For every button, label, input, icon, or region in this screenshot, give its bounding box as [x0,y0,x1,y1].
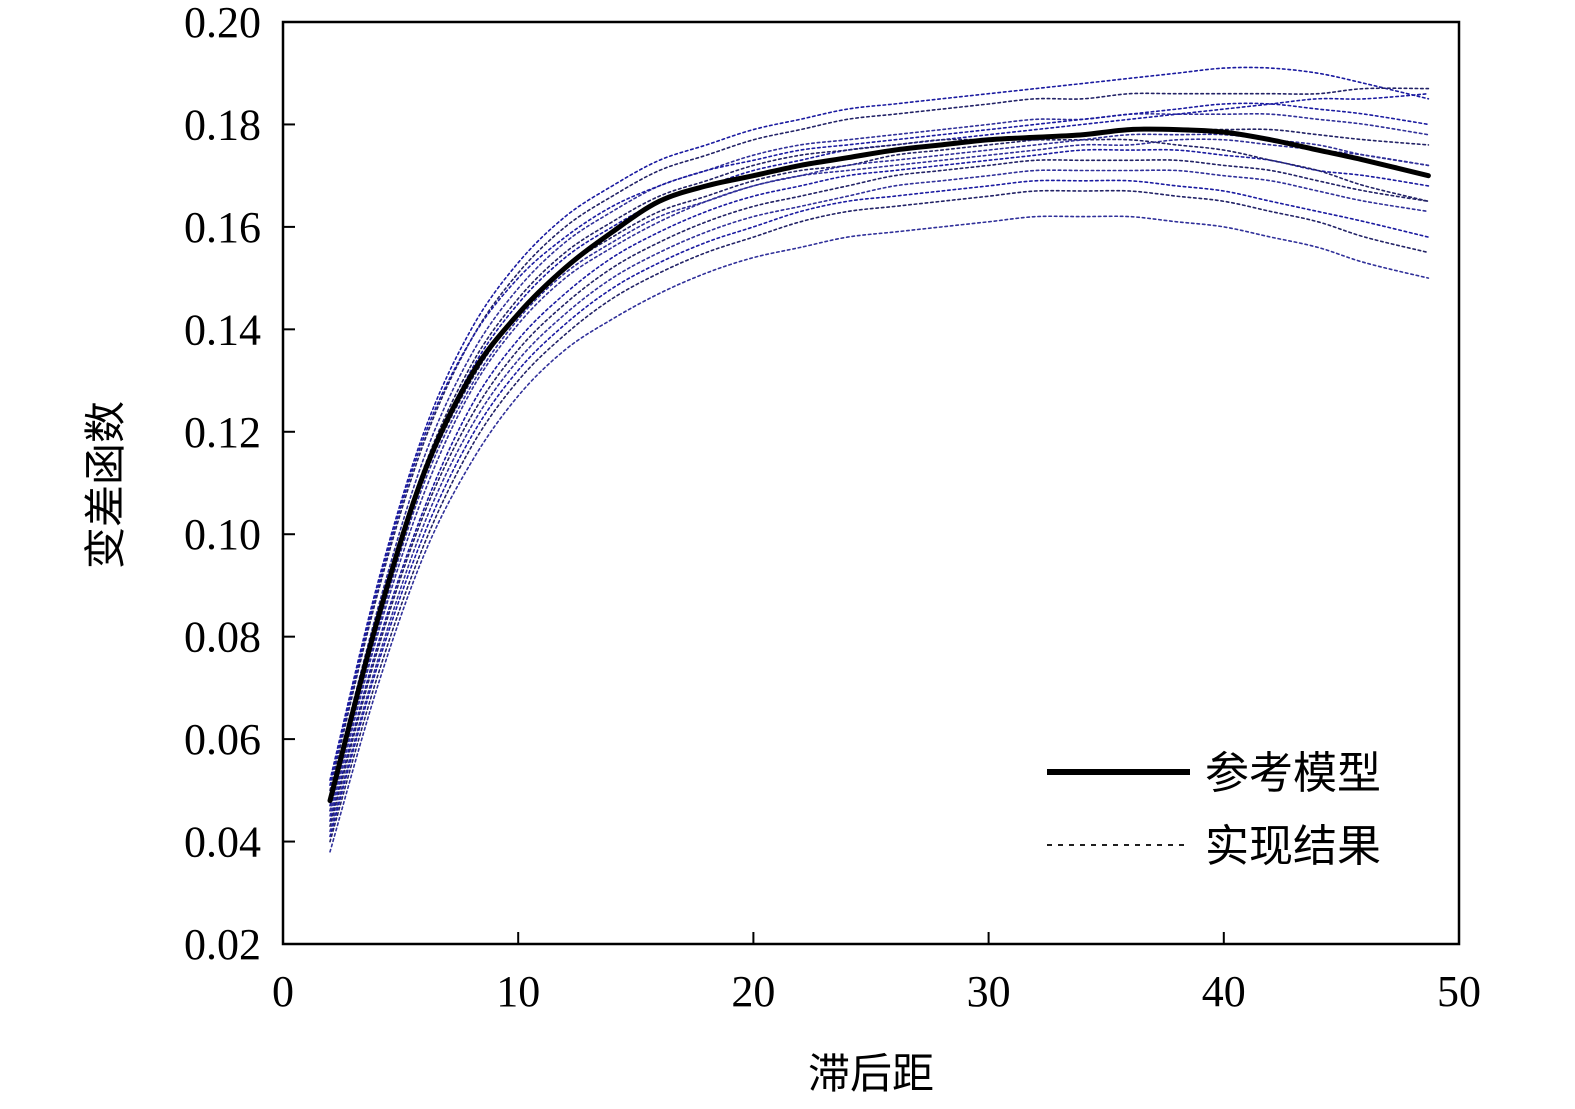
realization-line [329,102,1430,786]
x-tick-label: 50 [1437,967,1481,1016]
y-tick-label: 0.06 [184,715,261,764]
realization-line [329,113,1430,797]
reference-model-line [327,126,1431,804]
realization-line [329,215,1430,853]
realization-line [329,138,1430,817]
realization-line [329,128,1430,812]
realization-line [329,148,1430,822]
y-tick-label: 0.20 [184,0,261,47]
realization-line [329,189,1430,843]
realization-line [329,179,1430,838]
realization-line [329,133,1430,812]
x-axis-title: 滞后距 [808,1049,934,1098]
x-axis-ticks: 0 10 20 30 40 50 [272,932,1481,1016]
realization-line [329,66,1430,781]
y-axis-ticks: 0.02 0.04 0.06 0.08 0.10 0.12 0.14 0.16 0.18 0.20 [184,0,295,969]
y-tick-label: 0.04 [184,818,261,867]
x-tick-label: 40 [1202,967,1246,1016]
y-tick-label: 0.14 [184,305,261,354]
legend-realization-label: 实现结果 [1205,821,1381,872]
y-tick-label: 0.18 [184,100,261,149]
realization-line [329,169,1430,833]
y-tick-label: 0.02 [184,920,261,969]
legend: 参考模型 实现结果 [1047,748,1381,872]
realization-line [329,87,1430,792]
realization-line [329,138,1430,802]
x-tick-label: 30 [967,967,1011,1016]
realization-line [329,92,1430,807]
x-tick-label: 20 [731,967,775,1016]
y-axis-title: 变差函数 [81,401,130,569]
reference-line-group [327,126,1431,804]
y-tick-label: 0.10 [184,510,261,559]
realization-line [329,159,1430,827]
y-tick-label: 0.08 [184,613,261,662]
x-tick-label: 0 [272,967,294,1016]
y-tick-label: 0.12 [184,408,261,457]
x-tick-label: 10 [496,967,540,1016]
legend-reference-label: 参考模型 [1205,748,1381,799]
plot-frame [281,20,1461,946]
y-tick-label: 0.16 [184,203,261,252]
realization-lines [329,66,1430,853]
